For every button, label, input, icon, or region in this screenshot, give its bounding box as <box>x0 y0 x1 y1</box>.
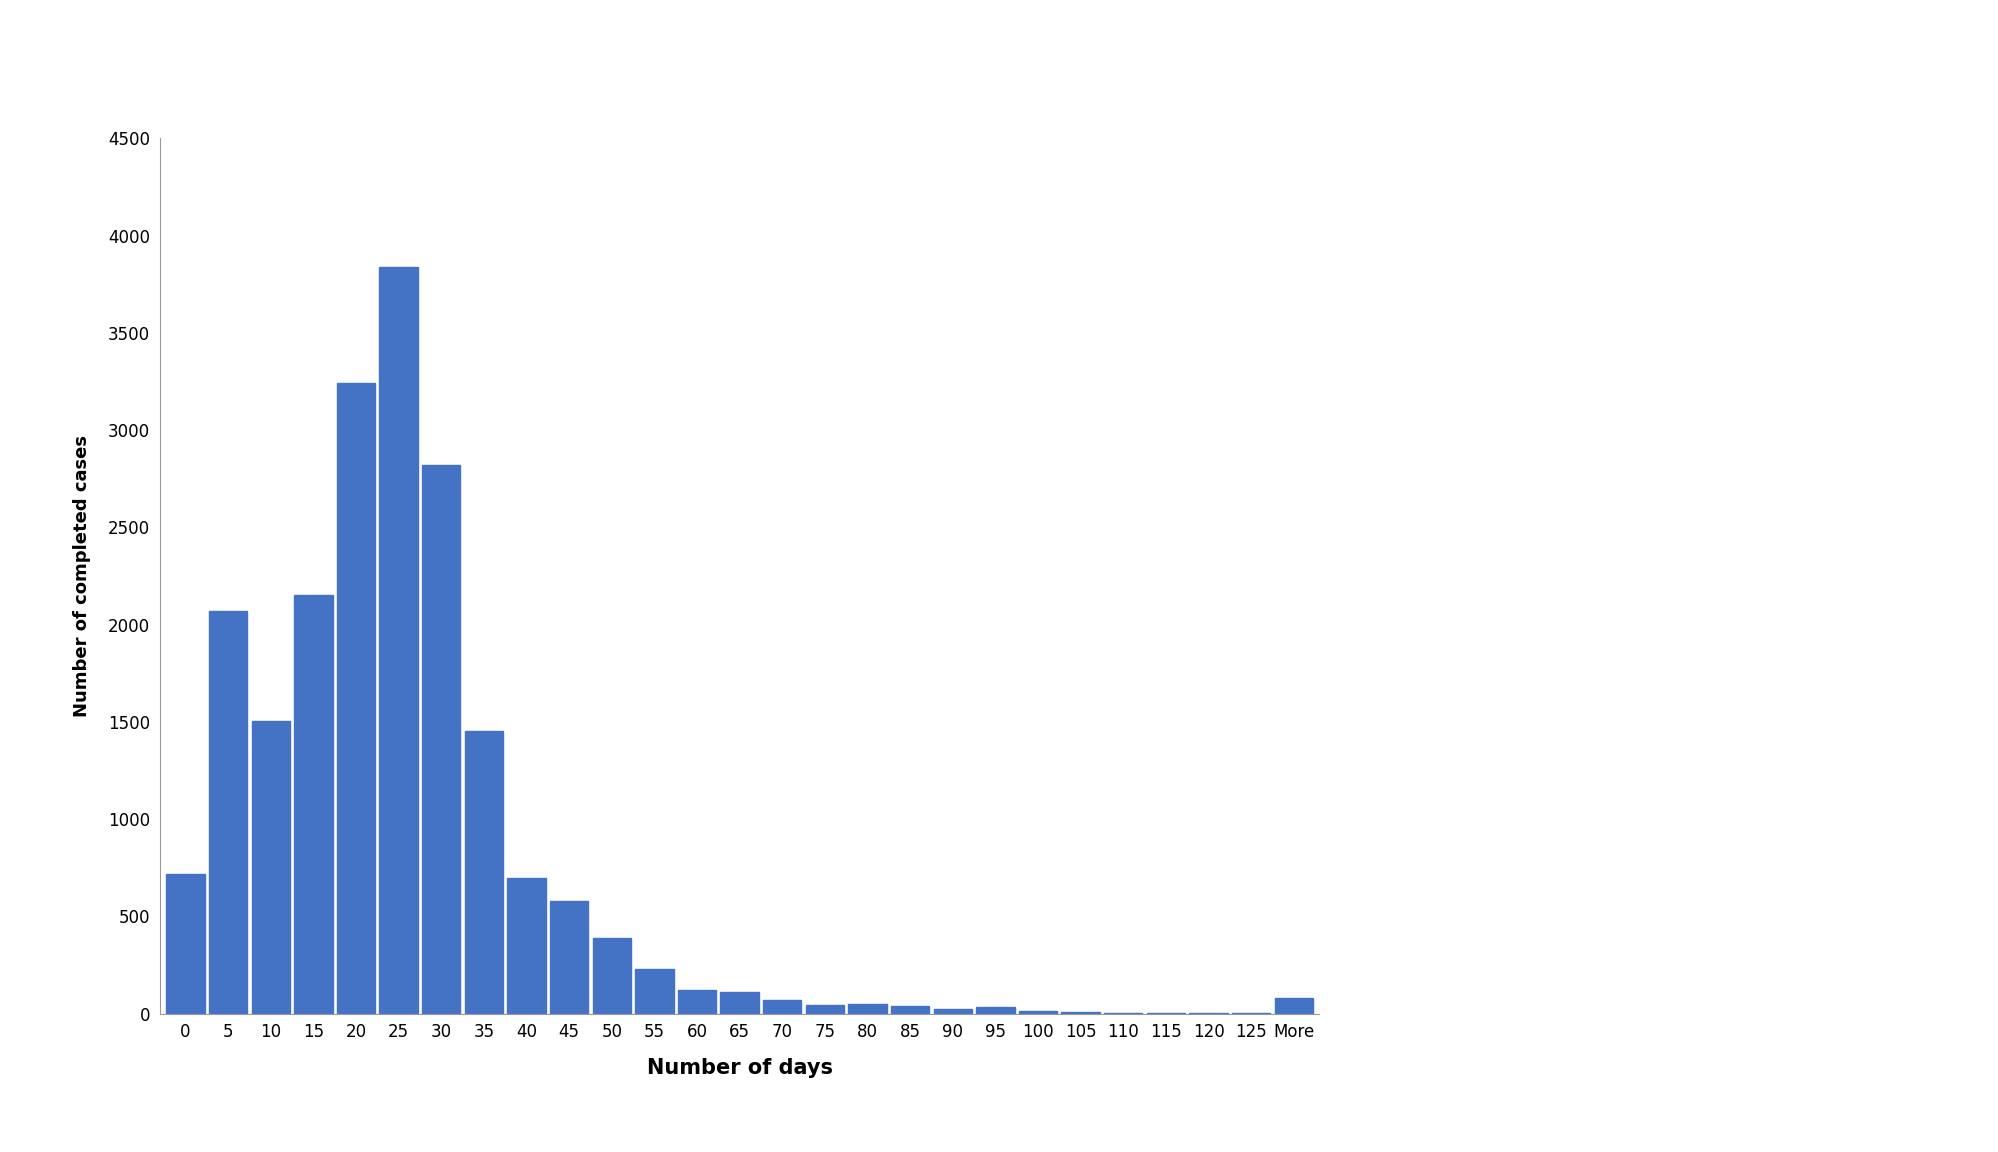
Bar <box>294 596 332 1014</box>
Bar <box>763 1000 801 1014</box>
Bar <box>1061 1011 1099 1014</box>
Bar <box>975 1007 1015 1014</box>
Bar <box>1019 1010 1057 1014</box>
Bar <box>507 878 545 1014</box>
Bar <box>635 969 673 1014</box>
Bar <box>166 873 204 1014</box>
Y-axis label: Number of completed cases: Number of completed cases <box>74 435 92 717</box>
Bar <box>549 901 587 1014</box>
Bar <box>464 730 503 1014</box>
Bar <box>805 1005 843 1014</box>
Bar <box>336 384 376 1014</box>
Bar <box>422 465 460 1014</box>
Bar <box>210 611 248 1014</box>
Bar <box>847 1005 887 1014</box>
X-axis label: Number of days: Number of days <box>645 1059 833 1078</box>
Bar <box>591 938 631 1014</box>
Bar <box>380 266 418 1014</box>
Bar <box>677 991 715 1014</box>
Bar <box>891 1006 929 1014</box>
Bar <box>719 992 759 1014</box>
Bar <box>933 1009 971 1014</box>
Bar <box>252 721 290 1014</box>
Bar <box>1275 998 1313 1014</box>
